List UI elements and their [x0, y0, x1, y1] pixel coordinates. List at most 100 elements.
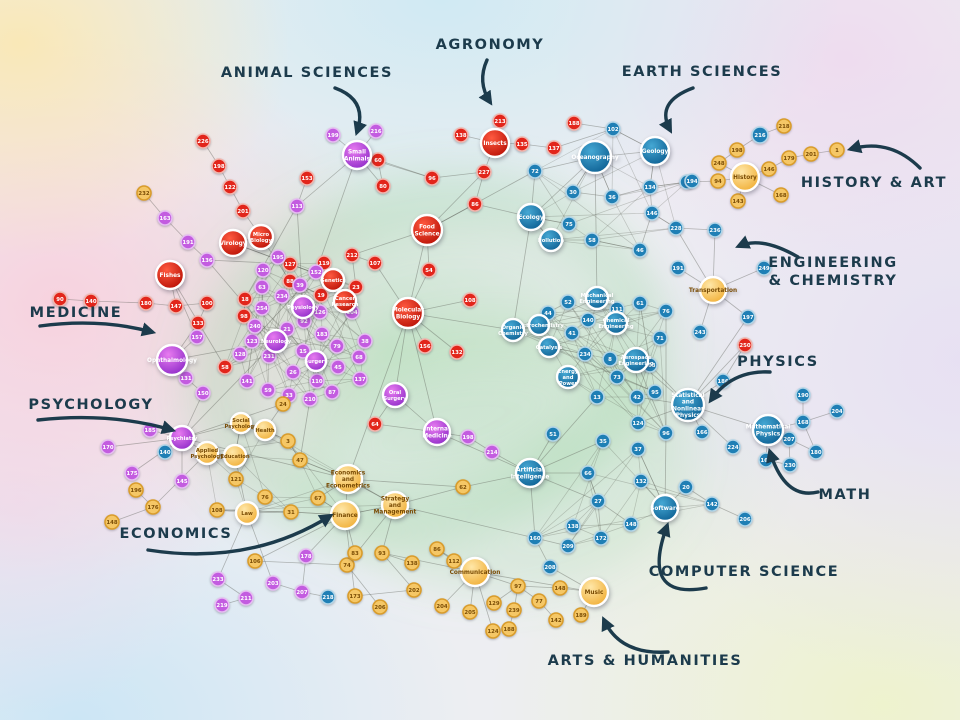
graph-node-S49[interactable]: 189 [573, 607, 589, 623]
graph-node-A45[interactable]: 250 [737, 337, 753, 353]
graph-node-P5[interactable]: 163 [157, 210, 173, 226]
graph-node-A23[interactable]: 96 [424, 170, 440, 186]
graph-node-B16[interactable]: 102 [605, 121, 621, 137]
graph-node-B75[interactable]: 160 [527, 530, 543, 546]
graph-node-A38[interactable]: 108 [462, 292, 478, 308]
graph-node-B73[interactable]: 172 [593, 530, 609, 546]
graph-node-A17[interactable]: 138 [453, 127, 469, 143]
graph-node-S52[interactable]: 196 [128, 482, 144, 498]
graph-node-B43[interactable]: 52 [560, 294, 576, 310]
graph-node-P40[interactable]: 79 [329, 338, 345, 354]
graph-node-P65[interactable]: 120 [255, 262, 271, 278]
graph-node-B56[interactable]: 124 [630, 415, 646, 431]
graph-node-S38[interactable]: 173 [347, 588, 363, 604]
graph-node-S48[interactable]: 148 [552, 580, 568, 596]
graph-node-P17[interactable]: 219 [214, 597, 230, 613]
graph-node-B63[interactable]: 35 [595, 433, 611, 449]
graph-node-B76[interactable]: 208 [542, 559, 558, 575]
graph-node-P30[interactable]: 63 [254, 279, 270, 295]
graph-node-P8[interactable]: Ophthalmology [147, 343, 197, 377]
graph-node-B52[interactable]: 76 [658, 303, 674, 319]
graph-node-B9[interactable]: 58 [584, 232, 600, 248]
graph-node-S33[interactable]: 93 [374, 545, 390, 561]
graph-node-S29[interactable]: 76 [257, 489, 273, 505]
graph-node-P61[interactable]: Internal Medicine [422, 417, 452, 447]
graph-node-S17[interactable]: Music [578, 576, 610, 608]
graph-node-B71[interactable]: 148 [623, 516, 639, 532]
graph-node-A19[interactable]: 135 [514, 136, 530, 152]
graph-node-B39[interactable]: 197 [740, 309, 756, 325]
graph-node-B33[interactable]: 180 [808, 444, 824, 460]
graph-node-B35[interactable]: 230 [782, 457, 798, 473]
graph-node-P52[interactable]: 141 [239, 373, 255, 389]
graph-node-S64[interactable]: 148 [104, 514, 120, 530]
graph-node-B11[interactable]: 134 [642, 179, 658, 195]
graph-node-P1[interactable]: Small Animals [341, 139, 373, 171]
graph-node-A11[interactable]: 90 [52, 291, 68, 307]
graph-node-P66[interactable]: 195 [270, 249, 286, 265]
graph-node-P7[interactable]: 136 [199, 252, 215, 268]
graph-node-A5[interactable]: Virology [218, 228, 248, 258]
graph-node-P4[interactable]: 113 [289, 198, 305, 214]
graph-node-S39[interactable]: 206 [372, 599, 388, 615]
graph-node-B49[interactable]: 13 [589, 389, 605, 405]
graph-node-A42[interactable]: 58 [217, 359, 233, 375]
graph-node-B78[interactable]: 51 [545, 426, 561, 442]
graph-node-P69[interactable]: 170 [100, 439, 116, 455]
graph-node-S7[interactable]: 168 [773, 187, 789, 203]
graph-node-S6[interactable]: 143 [730, 193, 746, 209]
graph-node-P2[interactable]: 199 [325, 127, 341, 143]
graph-node-S31[interactable]: 106 [247, 553, 263, 569]
graph-node-B41[interactable]: 191 [670, 260, 686, 276]
graph-node-B29[interactable]: 190 [795, 387, 811, 403]
graph-node-A2[interactable]: 198 [211, 158, 227, 174]
graph-node-B72[interactable]: 138 [565, 518, 581, 534]
graph-node-B2[interactable]: Geology [639, 135, 671, 167]
graph-node-B77[interactable]: 218 [320, 589, 336, 605]
graph-node-A26[interactable]: Food Science [410, 213, 444, 247]
graph-node-A3[interactable]: 122 [222, 179, 238, 195]
graph-node-S43[interactable]: 129 [486, 595, 502, 611]
graph-node-S51[interactable]: 176 [145, 499, 161, 515]
graph-node-S32[interactable]: 83 [347, 545, 363, 561]
graph-node-B26[interactable]: Energy and Power [555, 364, 581, 390]
graph-node-A20[interactable]: 137 [546, 140, 562, 156]
graph-node-S18[interactable]: Law [234, 500, 260, 526]
graph-node-S34[interactable]: 86 [429, 541, 445, 557]
graph-node-P31[interactable]: 234 [274, 288, 290, 304]
graph-node-B8[interactable]: 75 [561, 216, 577, 232]
graph-node-B62[interactable]: 96 [658, 425, 674, 441]
graph-node-P56[interactable]: 87 [324, 384, 340, 400]
graph-node-B50[interactable]: 42 [629, 389, 645, 405]
graph-node-S40[interactable]: 204 [434, 598, 450, 614]
graph-node-P49[interactable]: 240 [247, 318, 263, 334]
graph-node-B68[interactable]: 27 [590, 493, 606, 509]
graph-node-B13[interactable]: 146 [644, 205, 660, 221]
graph-node-A21[interactable]: 188 [566, 115, 582, 131]
graph-node-S45[interactable]: 188 [501, 621, 517, 637]
graph-node-B65[interactable]: 66 [580, 465, 596, 481]
graph-node-A16[interactable]: 213 [492, 113, 508, 129]
graph-node-B10[interactable]: 46 [632, 242, 648, 258]
graph-node-B31[interactable]: 168 [795, 414, 811, 430]
graph-node-P11[interactable]: 150 [195, 385, 211, 401]
graph-node-A24[interactable]: 86 [467, 196, 483, 212]
graph-node-B14[interactable]: 228 [668, 220, 684, 236]
graph-node-B32[interactable]: 207 [781, 431, 797, 447]
graph-node-B58[interactable]: 71 [652, 330, 668, 346]
graph-node-P3[interactable]: 216 [368, 123, 384, 139]
graph-node-B30[interactable]: 204 [829, 403, 845, 419]
graph-node-B64[interactable]: 37 [630, 441, 646, 457]
graph-node-A27[interactable]: 60 [370, 152, 386, 168]
graph-node-B80[interactable]: 140 [157, 444, 173, 460]
graph-node-B53[interactable]: 61 [632, 295, 648, 311]
graph-node-B15[interactable]: 236 [707, 222, 723, 238]
graph-node-S3[interactable]: 198 [729, 142, 745, 158]
graph-node-B5[interactable]: 72 [527, 163, 543, 179]
graph-node-P62[interactable]: 137 [352, 371, 368, 387]
graph-node-P55[interactable]: 210 [302, 391, 318, 407]
graph-node-A29[interactable]: 80 [375, 178, 391, 194]
graph-node-B1[interactable]: Oceanography [571, 139, 619, 175]
graph-node-P45[interactable]: 110 [309, 373, 325, 389]
graph-node-B61[interactable]: Software [650, 493, 680, 523]
